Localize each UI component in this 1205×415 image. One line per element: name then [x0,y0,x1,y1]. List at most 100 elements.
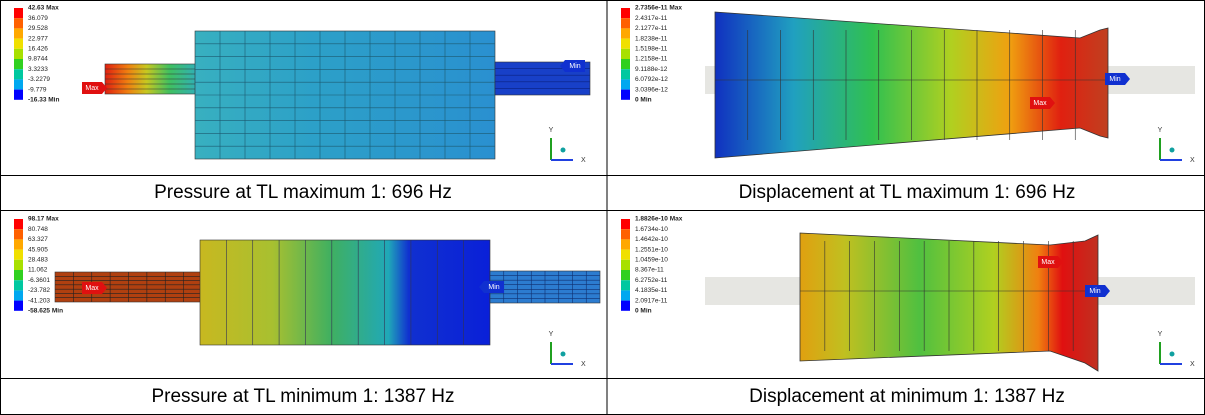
legend-swatch [14,280,23,291]
legend-label: 2.7356e-11 Max [635,5,682,12]
result-tag-label: Min [488,284,499,291]
legend-label: 1.8238e-11 [635,35,668,42]
legend-label: 2.0917e-11 [635,297,668,304]
legend-label: 0 Min [635,308,652,315]
result-tag [479,281,504,293]
result-tag-label: Min [569,63,580,70]
legend-label: -58.625 Min [28,308,63,315]
result-tag-label: Max [85,285,99,292]
triad-dot [560,147,566,153]
legend-label: -6.3601 [28,277,50,284]
legend-swatch [621,229,630,240]
legend-swatch [621,38,630,49]
axis-x-label: X [1190,361,1195,368]
legend-swatch [14,48,23,59]
legend-swatch [14,28,23,39]
result-tag-label: Min [1109,76,1120,83]
legend-label: 1.5198e-11 [635,46,668,53]
legend-swatch [621,28,630,39]
legend-swatch [621,239,630,250]
legend-label: 1.2158e-11 [635,56,668,63]
legend-swatch [14,300,23,311]
axis-x-label: X [581,361,586,368]
legend-label: 29.528 [28,25,48,32]
legend-swatch [14,59,23,70]
legend-label: 22.977 [28,35,48,42]
legend-label: 8.367e-11 [635,267,664,274]
legend-swatch [621,270,630,281]
result-tag [82,82,107,94]
legend-swatch [621,48,630,59]
legend-label: 80.748 [28,226,48,233]
legend-swatch [621,18,630,29]
legend-label: 9.8744 [28,56,48,63]
legend-swatch [14,79,23,90]
result-tag [1030,97,1055,109]
result-tag-label: Max [85,85,99,92]
legend-swatch [14,290,23,301]
result-tag-label: Max [1033,100,1047,107]
legend-swatch [621,300,630,311]
legend-swatch [621,259,630,270]
result-tag [1105,73,1130,85]
legend-label: -16.33 Min [28,97,59,104]
legend-label: 16.426 [28,46,48,53]
axis-y-label: Y [549,331,554,338]
legend-label: 63.327 [28,236,48,243]
legend-swatch [14,229,23,240]
legend-label: 4.1835e-11 [635,287,668,294]
result-tag [1085,285,1110,297]
legend-label: -9.779 [28,86,47,93]
legend-label: 1.8826e-10 Max [635,216,683,223]
triad-dot [1169,351,1175,357]
axis-y-label: Y [1158,331,1163,338]
legend-label: 0 Min [635,97,652,104]
legend-label: 3.3233 [28,66,48,73]
legend-label: 98.17 Max [28,216,59,223]
legend-swatch [621,249,630,260]
result-tag [1038,256,1063,268]
axis-x-label: X [581,157,586,164]
caption: Pressure at TL maximum 1: 696 Hz [154,182,452,203]
legend-label: 3.0396e-12 [635,86,668,93]
legend-label: 36.079 [28,15,48,22]
legend-label: 6.2752e-11 [635,277,668,284]
legend-swatch [621,59,630,70]
chamber [199,239,491,346]
legend-swatch [14,239,23,250]
legend-label: 2.4317e-11 [635,15,668,22]
legend-label: -3.2279 [28,76,50,83]
legend-label: 6.0792e-12 [635,76,668,83]
axis-y-label: Y [1158,127,1163,134]
legend-swatch [621,79,630,90]
legend-swatch [14,259,23,270]
legend-swatch [14,38,23,49]
legend-swatch [14,69,23,80]
legend-label: 1.2551e-10 [635,246,668,253]
legend-swatch [621,89,630,100]
legend-swatch [14,89,23,100]
legend-swatch [14,8,23,19]
axis-x-label: X [1190,157,1195,164]
legend-label: -23.782 [28,287,50,294]
legend-label: 11.062 [28,267,48,274]
result-tag-label: Max [1041,259,1055,266]
caption: Displacement at TL maximum 1: 696 Hz [739,182,1076,203]
caption: Displacement at minimum 1: 1387 Hz [749,386,1065,407]
legend-label: 28.483 [28,257,48,264]
legend-label: 42.63 Max [28,5,59,12]
legend-swatch [14,18,23,29]
triad-dot [560,351,566,357]
legend-label: 45.905 [28,246,48,253]
legend-swatch [621,280,630,291]
legend-label: 9.1188e-12 [635,66,668,73]
legend-label: 2.1277e-11 [635,25,668,32]
legend-swatch [14,270,23,281]
legend-swatch [621,290,630,301]
result-tag [82,282,107,294]
legend-label: 1.0459e-10 [635,257,668,264]
legend-label: 1.4642e-10 [635,236,668,243]
result-tag-label: Min [1089,288,1100,295]
legend-swatch [621,219,630,230]
